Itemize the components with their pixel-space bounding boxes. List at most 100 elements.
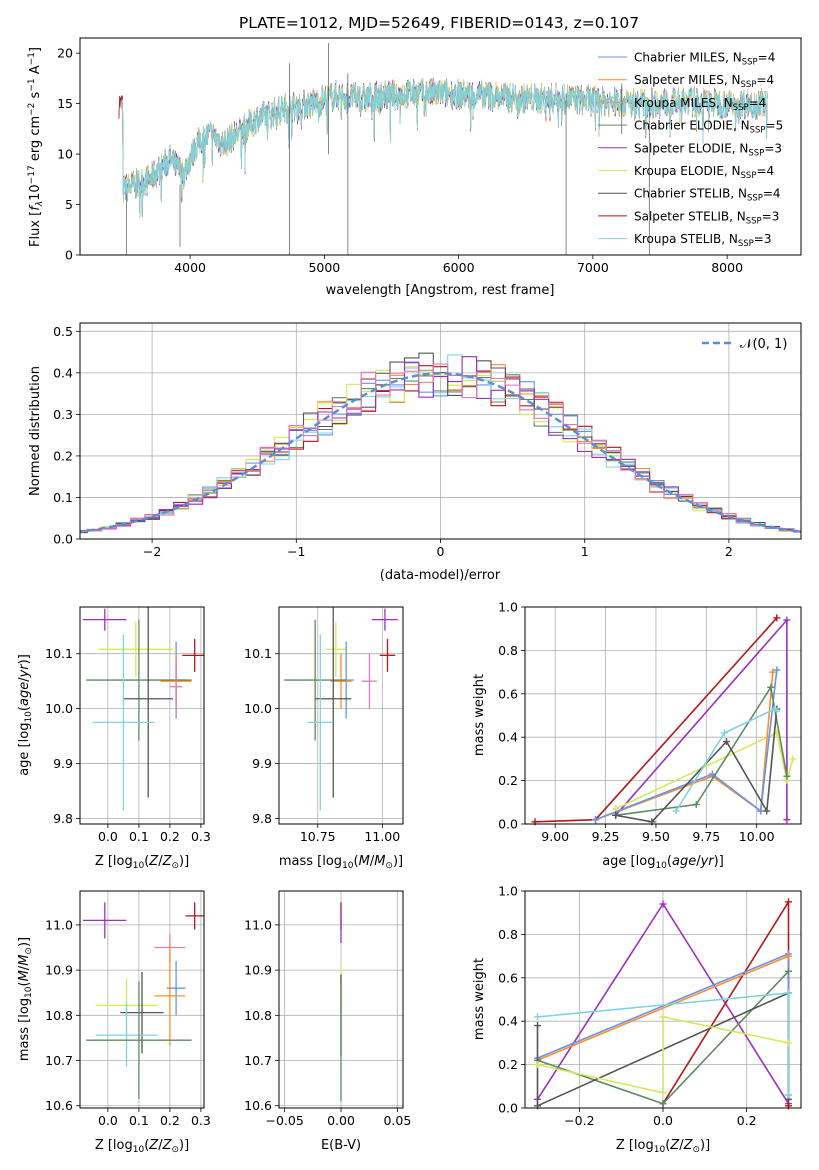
x-tick-label: −1 (287, 544, 305, 559)
errorbar-point (98, 621, 173, 677)
x-tick-label: 0.00 (327, 1113, 355, 1128)
errorbar-point (154, 946, 186, 1046)
weight-vs-age-lines (531, 614, 797, 826)
histogram-ylabel: Normed distribution (28, 366, 43, 496)
plus-marker (534, 1061, 542, 1069)
errorbar-point (83, 902, 127, 939)
y-tick-label: 15 (57, 96, 73, 111)
x-tick-label: −0.05 (265, 1113, 303, 1128)
y-tick-label: 10.6 (244, 1098, 272, 1113)
legend-label: Chabrier STELIB, NSSP=4 (634, 187, 781, 204)
errorbar-point (361, 653, 378, 709)
y-tick-label: 0.8 (498, 643, 518, 658)
y-tick-label: 0.5 (53, 324, 73, 339)
legend-label: Kroupa STELIB, NSSP=3 (634, 232, 772, 249)
errorbar-point (185, 902, 204, 930)
x-tick-label: 6000 (443, 260, 475, 275)
plus-marker (659, 1013, 667, 1021)
y-tick-label: 9.9 (53, 756, 73, 771)
y-tick-label: 10.9 (244, 963, 272, 978)
y-tick-label: 1.0 (498, 884, 518, 899)
weight-line-kroupa-elodie (615, 732, 794, 810)
y-tick-label: 9.9 (252, 756, 272, 771)
spectrum-legend: Chabrier MILES, NSSP=4 Salpeter MILES, NS… (598, 51, 783, 249)
plus-marker (534, 1013, 542, 1021)
legend-label: Chabrier MILES, NSSP=4 (634, 51, 775, 68)
y-tick-label: 10.6 (45, 1098, 73, 1113)
gaussian-curve (80, 372, 801, 533)
errorbar-point (307, 634, 334, 811)
errorbar-point (86, 981, 192, 1099)
plus-marker (769, 668, 777, 676)
plus-marker (783, 816, 791, 824)
plus-marker (773, 614, 781, 622)
y-tick-label: 9.8 (53, 811, 73, 826)
legend-label: Salpeter ELODIE, NSSP=3 (634, 141, 782, 158)
age-vs-mass-points (284, 607, 398, 811)
y-tick-label: 10.7 (244, 1053, 272, 1068)
y-tick-label: 5 (65, 197, 73, 212)
x-tick-label: 8000 (711, 260, 743, 275)
x-tick-label: 0.05 (383, 1113, 411, 1128)
weight-line-salpeter-miles (537, 955, 789, 1062)
y-tick-label: 10.8 (244, 1008, 272, 1023)
y-tick-label: 10.1 (45, 646, 73, 661)
weight-line-kroupa-stelib (675, 708, 778, 812)
x-tick-label: 4000 (174, 260, 206, 275)
plus-marker (592, 816, 600, 824)
errorbar-point (169, 659, 183, 715)
y-tick-label: 10.0 (45, 701, 73, 716)
y-tick-label: 10.8 (45, 1008, 73, 1023)
mass-vs-extinction-panel: −0.05 0.00 0.05 10.6 10.7 10.8 10.9 11.0 E(B-V) (244, 890, 411, 1153)
y-tick-label: 0.2 (53, 448, 73, 463)
mass-vs-metallicity-panel: 0.0 0.1 0.2 0.3 10.6 10.7 10.8 10.9 11.0 Z [log1… (17, 890, 211, 1155)
plus-marker (773, 666, 781, 674)
x-tick-label: 0.0 (98, 829, 118, 844)
y-tick-label: 10.9 (45, 963, 73, 978)
weight-vs-metallicity-panel: −0.2 0.0 0.2 0.0 0.2 0.4 0.6 0.8 1.0 Z [log10(Z/… (472, 884, 802, 1155)
legend-label: Kroupa MILES, NSSP=4 (634, 96, 766, 113)
spectrum-lines (118, 43, 768, 255)
weight-vs-metallicity-lines (534, 898, 792, 1110)
histogram-xlabel: (data-model)/error (380, 568, 501, 583)
x-tick-label: 0.2 (737, 1113, 757, 1128)
plus-marker (659, 1100, 667, 1108)
plus-marker (692, 800, 700, 808)
plus-marker (784, 952, 792, 960)
y-tick-label: 10.0 (244, 701, 272, 716)
x-tick-label: 5000 (308, 260, 340, 275)
errorbar-point (123, 607, 173, 798)
age-vs-metallicity-xlabel: Z [log10(Z/Z⊙)] (95, 854, 189, 871)
y-tick-label: 10.7 (45, 1053, 73, 1068)
age-vs-mass-panel: 10.75 11.00 9.8 9.9 10.0 10.1 mass [log10(M/M… (244, 606, 404, 871)
x-tick-label: 9.50 (642, 829, 670, 844)
weight-line-kroupa-elodie (537, 1016, 789, 1094)
x-tick-label: 0.0 (653, 1113, 673, 1128)
x-tick-label: 0.3 (191, 1113, 211, 1128)
x-tick-label: 10.00 (739, 829, 775, 844)
x-tick-label: 0.3 (191, 829, 211, 844)
plus-marker (757, 807, 765, 815)
legend-label: Salpeter STELIB, NSSP=3 (634, 209, 779, 226)
y-tick-label: 0.4 (498, 730, 518, 745)
mass-vs-metallicity-xlabel: Z [log10(Z/Z⊙)] (95, 1138, 189, 1155)
y-tick-label: 11.0 (244, 917, 272, 932)
spectrum-panel: 4000 5000 6000 7000 8000 0 5 10 15 20 wavelength … (27, 37, 802, 298)
errorbar-point (330, 653, 352, 709)
weight-line-chabrier-elodie (615, 686, 788, 817)
errorbar-point (83, 608, 127, 631)
plus-marker (783, 772, 791, 780)
weight-vs-age-ylabel: mass weight (472, 674, 487, 756)
y-tick-label: 20 (57, 46, 73, 61)
errorbar-point (379, 638, 396, 672)
weight-line-salpeter-elodie (615, 619, 788, 820)
y-tick-label: 0.4 (53, 365, 73, 380)
y-tick-label: 0.3 (53, 407, 73, 422)
errorbar-point (315, 607, 352, 798)
y-tick-label: 0.2 (498, 773, 518, 788)
y-tick-label: 10.1 (244, 646, 272, 661)
x-tick-label: 0.2 (160, 1113, 180, 1128)
spectrum-ylabel: Flux [fλ10−17 erg cm−2 s−1 A−1] (27, 47, 45, 247)
weight-vs-age-panel: 9.00 9.25 9.50 9.75 10.000.00.20.40.60.81.0 … (472, 600, 802, 871)
